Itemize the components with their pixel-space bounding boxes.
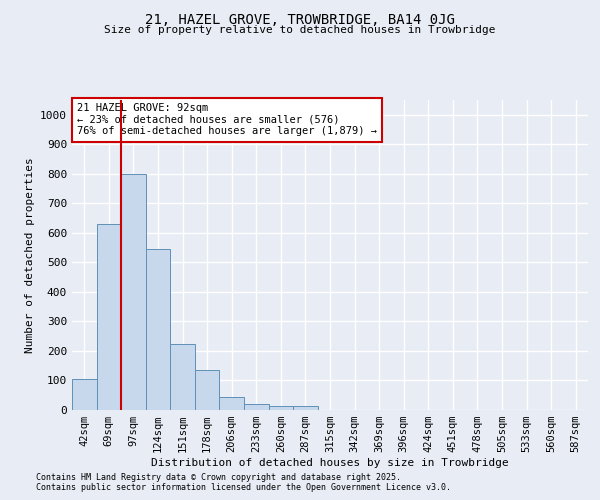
Bar [195,370,220,410]
Bar [146,249,170,410]
Text: Contains public sector information licensed under the Open Government Licence v3: Contains public sector information licen… [36,484,451,492]
X-axis label: Distribution of detached houses by size in Trowbridge: Distribution of detached houses by size … [151,458,509,468]
Text: Size of property relative to detached houses in Trowbridge: Size of property relative to detached ho… [104,25,496,35]
Bar [97,224,121,410]
Bar [121,174,146,410]
Bar [220,396,244,410]
Bar [269,406,293,410]
Bar [293,406,318,410]
Bar [170,344,195,410]
Text: Contains HM Land Registry data © Crown copyright and database right 2025.: Contains HM Land Registry data © Crown c… [36,474,401,482]
Text: 21 HAZEL GROVE: 92sqm
← 23% of detached houses are smaller (576)
76% of semi-det: 21 HAZEL GROVE: 92sqm ← 23% of detached … [77,103,377,136]
Text: 21, HAZEL GROVE, TROWBRIDGE, BA14 0JG: 21, HAZEL GROVE, TROWBRIDGE, BA14 0JG [145,12,455,26]
Bar [72,379,97,410]
Bar [244,404,269,410]
Y-axis label: Number of detached properties: Number of detached properties [25,157,35,353]
